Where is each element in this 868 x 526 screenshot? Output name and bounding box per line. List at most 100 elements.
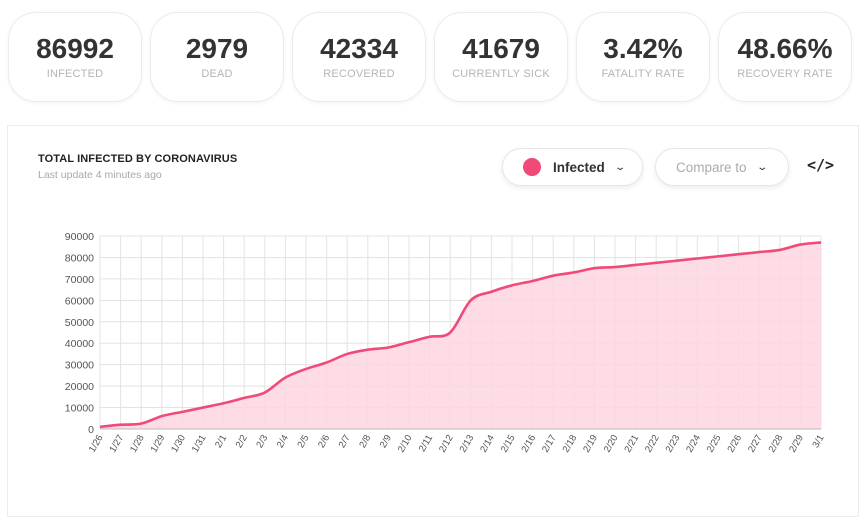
- x-tick-label: 2/24: [684, 433, 703, 455]
- x-tick-label: 2/8: [357, 433, 373, 450]
- series-color-dot: [523, 158, 541, 176]
- x-tick-label: 2/16: [519, 433, 538, 455]
- y-tick-label: 20000: [65, 381, 94, 393]
- x-tick-label: 2/7: [337, 433, 353, 450]
- x-tick-label: 2/1: [213, 433, 229, 450]
- data-point: [573, 271, 575, 273]
- stat-label: DEAD: [201, 68, 233, 80]
- stat-value: 48.66%: [737, 33, 833, 64]
- series-line-infected: [99, 241, 822, 429]
- data-point: [325, 361, 327, 363]
- data-point: [181, 411, 183, 413]
- data-point: [511, 284, 513, 286]
- x-tick-label: 2/27: [746, 433, 765, 455]
- stat-value: 86992: [36, 33, 114, 64]
- stats-row: 86992 INFECTED 2979 DEAD 42334 RECOVERED…: [8, 12, 852, 102]
- x-tick-label: 2/22: [643, 433, 662, 455]
- data-point: [346, 353, 348, 355]
- series-selector-label: Infected: [553, 159, 605, 175]
- data-point: [779, 249, 781, 251]
- x-tick-label: 2/2: [234, 433, 250, 450]
- x-tick-label: 2/29: [787, 433, 806, 455]
- data-point: [634, 264, 636, 266]
- stat-label: FATALITY RATE: [601, 68, 685, 80]
- x-tick-label: 2/14: [478, 433, 497, 455]
- stat-infected: 86992 INFECTED: [8, 12, 142, 102]
- data-point: [305, 368, 307, 370]
- y-tick-label: 60000: [65, 295, 94, 307]
- chart-title: TOTAL INFECTED BY CORONAVIRUS: [38, 153, 238, 165]
- stat-fatality-rate: 3.42% FATALITY RATE: [576, 12, 710, 102]
- chevron-down-icon: ⌄: [614, 161, 626, 173]
- data-point: [387, 346, 389, 348]
- x-tick-label: 2/28: [767, 433, 786, 455]
- stat-value: 42334: [320, 33, 398, 64]
- stat-dead: 2979 DEAD: [150, 12, 284, 102]
- x-tick-label: 1/28: [128, 433, 147, 455]
- infected-area-chart: 0 10000 20000 30000 40000 50000 60000 70000 8000…: [65, 231, 827, 455]
- series-selector-dropdown[interactable]: Infected ⌄: [502, 148, 643, 186]
- y-tick-label: 40000: [65, 338, 94, 350]
- stat-label: RECOVERY RATE: [737, 68, 833, 80]
- data-point: [758, 251, 760, 253]
- x-tick-label: 2/17: [540, 433, 559, 455]
- stat-recovered: 42334 RECOVERED: [292, 12, 426, 102]
- compare-to-dropdown[interactable]: Compare to ⌄: [655, 148, 789, 186]
- x-tick-label: 1/27: [107, 433, 126, 455]
- x-tick-label: 2/6: [316, 433, 332, 450]
- data-point: [202, 406, 204, 408]
- x-tick-label: 2/19: [581, 433, 600, 455]
- data-point: [655, 262, 657, 264]
- data-point: [717, 255, 719, 257]
- data-point: [140, 422, 142, 424]
- data-point: [222, 402, 224, 404]
- embed-code-icon[interactable]: </>: [807, 156, 835, 174]
- compare-selector-label: Compare to: [676, 159, 747, 175]
- data-point: [490, 291, 492, 293]
- stat-label: CURRENTLY SICK: [452, 68, 550, 80]
- stat-value: 3.42%: [603, 33, 683, 64]
- area-fill: [100, 242, 821, 429]
- x-tick-label: 1/29: [149, 433, 168, 455]
- y-tick-label: 50000: [65, 317, 94, 329]
- x-tick-label: 2/25: [705, 433, 724, 455]
- stat-value: 2979: [185, 33, 249, 64]
- data-point: [820, 241, 822, 243]
- data-point: [408, 341, 410, 343]
- x-tick-label: 2/5: [295, 433, 311, 450]
- x-tick-label: 2/4: [275, 433, 291, 450]
- data-point: [284, 376, 286, 378]
- x-tick-label: 2/23: [664, 433, 683, 455]
- chart-card: TOTAL INFECTED BY CORONAVIRUS Last updat…: [7, 125, 859, 517]
- x-tick-label: 2/15: [499, 433, 518, 455]
- x-tick-label: 2/13: [458, 433, 477, 455]
- x-tick-label: 2/9: [378, 433, 394, 450]
- last-update-text: Last update 4 minutes ago: [38, 169, 162, 181]
- y-tick-label: 70000: [65, 274, 94, 286]
- data-point: [552, 274, 554, 276]
- data-point: [161, 415, 163, 417]
- data-point: [531, 280, 533, 282]
- y-tick-label: 10000: [65, 403, 94, 415]
- x-tick-label: 2/11: [417, 433, 435, 454]
- x-tick-label: 2/12: [437, 433, 456, 455]
- data-point: [119, 424, 121, 426]
- data-point: [243, 397, 245, 399]
- stat-value: 41679: [462, 33, 540, 64]
- data-point: [676, 259, 678, 261]
- data-point: [614, 266, 616, 268]
- data-point: [367, 348, 369, 350]
- data-point: [99, 426, 101, 428]
- data-point: [449, 331, 451, 333]
- stat-currently-sick: 41679 CURRENTLY SICK: [434, 12, 568, 102]
- data-point: [593, 267, 595, 269]
- stat-label: INFECTED: [46, 68, 104, 80]
- x-tick-label: 1/31: [190, 433, 209, 455]
- x-tick-label: 2/10: [396, 433, 415, 455]
- x-tick-label: 2/20: [602, 433, 621, 455]
- x-tick-label: 1/26: [87, 433, 106, 455]
- stat-label: RECOVERED: [323, 68, 395, 80]
- y-tick-label: 80000: [65, 252, 94, 264]
- chevron-down-icon: ⌄: [755, 161, 768, 173]
- stat-recovery-rate: 48.66% RECOVERY RATE: [718, 12, 852, 102]
